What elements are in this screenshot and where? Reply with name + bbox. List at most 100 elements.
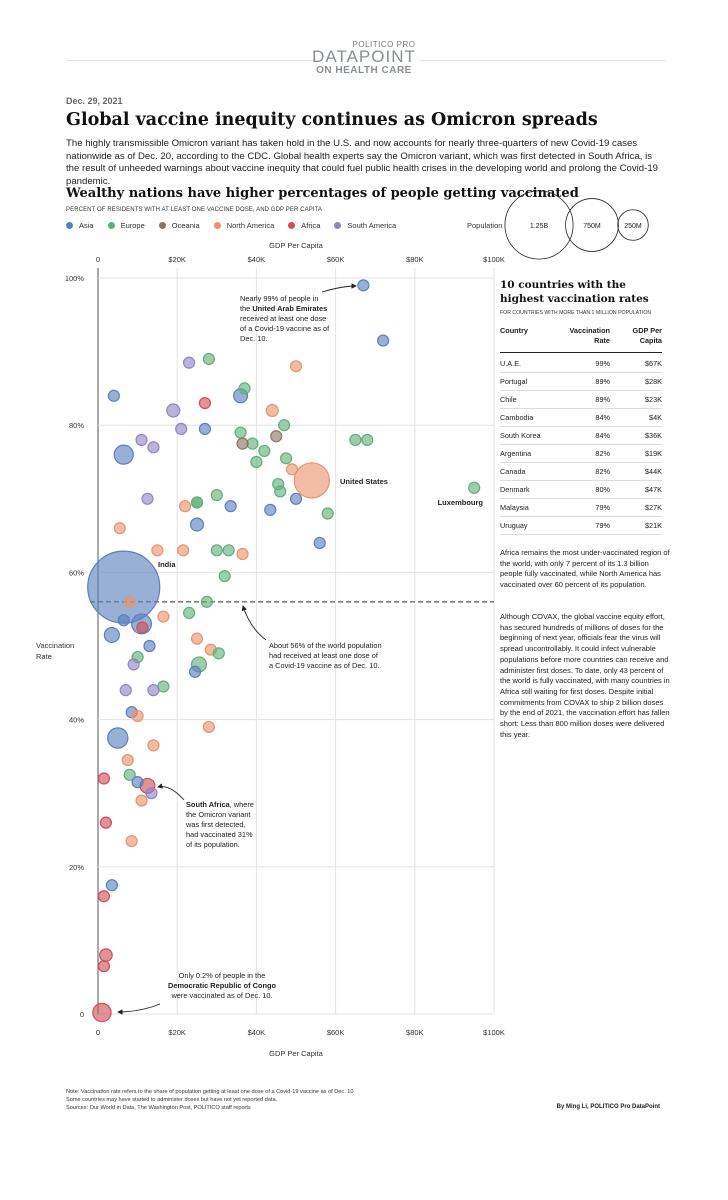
cell-gdp: $28K [610,372,662,391]
label-india: India [158,560,176,569]
annotation-line: of its population. [186,840,240,849]
header-rule-left [66,60,316,61]
cell-rate: 84% [558,426,610,445]
table-body: U.A.E. 99% $67K Portugal 89% $28K Chile 89% $23K… [500,352,662,535]
cell-country: Chile [500,390,558,409]
publish-date: Dec. 29, 2021 [66,96,123,106]
data-point-asia [143,639,156,653]
cell-gdp: $4K [610,408,662,427]
data-point-europe [250,455,263,469]
x-tick-label-bottom: $20K [168,1028,186,1037]
annotation-segment: the Omicron variant [186,810,251,819]
cell-country: Canada [500,462,558,481]
data-point-north-america [125,834,138,848]
annotation-line: had vaccinated 31% [186,830,253,839]
cell-rate: 80% [558,480,610,499]
data-point-africa [99,816,113,829]
y-axis-label: Rate [36,652,52,661]
data-point-europe [349,433,362,447]
annotation-segment: Nearly 99% of people in [240,294,318,303]
cell-rate: 82% [558,462,610,481]
annotation-segment: of its population. [186,840,240,849]
cell-country: Malaysia [500,498,558,517]
y-axis-label: Vaccination [36,641,74,650]
size-legend-label: 250M [624,223,642,230]
annotation-segment: of a Covid-19 vaccine as of [240,324,330,333]
data-point-south-america [182,356,196,369]
size-legend-label: 750M [583,223,601,230]
annotation-line: a Covid-19 vaccine as of Dec. 10. [269,661,380,670]
data-point-asia [117,614,130,627]
data-point-asia [313,536,326,550]
x-tick-label-top: $20K [168,255,186,264]
legend-item-south-america: South America [334,221,396,230]
legend-swatch [158,222,166,229]
legend-label: Africa [301,221,321,230]
annotation-line: the Omicron variant [186,810,251,819]
cell-rate: 82% [558,444,610,463]
cell-rate: 79% [558,516,610,535]
x-tick-label-bottom: 0 [96,1028,100,1037]
annotation-segment: had received at least one dose of [269,651,379,660]
cell-country: Uruguay [500,516,558,535]
data-point-asia [113,444,134,465]
cell-rate: 89% [558,390,610,409]
y-tick-label: 40% [69,716,84,725]
x-tick-label-top: $40K [248,255,266,264]
data-point-south-america [119,684,132,697]
sources-line: Sources: Our World in Data, The Washingt… [66,1105,251,1112]
legend-item-africa: Africa [288,221,320,230]
legend-swatch [213,222,221,229]
table-row: Canada 82% $44K [500,462,662,481]
data-point-south-america [141,492,154,505]
data-point-africa [99,948,113,962]
data-point-south-america [127,658,140,671]
annotation-line: Democratic Republic of Congo [168,981,276,990]
data-point-north-america [121,753,134,767]
data-point-north-america [293,462,331,499]
brand-top: POLITICO PRO [352,40,416,49]
cell-gdp: $21K [610,516,662,535]
annotation-segment: had vaccinated 31% [186,830,253,839]
annotation-line: was first detected, [185,820,246,829]
data-point-europe [258,444,271,458]
size-legend-label: 1.25B [530,223,549,230]
x-axis-label-top: GDP Per Capita [269,241,323,250]
data-point-europe [210,544,223,557]
brand-main: DATAPOINT [312,47,416,66]
data-point-north-america [265,403,279,418]
data-point-north-america [289,360,303,373]
legend-item-europe: Europe [107,221,145,230]
africa-paragraph: Africa remains the most under-vaccinated… [500,548,670,590]
data-point-north-america [179,500,192,513]
cell-country: Cambodia [500,408,558,427]
table-row: Argentina 82% $19K [500,444,662,463]
data-point-europe [222,544,235,557]
annotation-line: had received at least one dose of [269,651,379,660]
data-point-europe [278,419,291,432]
data-point-north-america [151,544,164,557]
data-point-europe [200,595,213,608]
cell-rate: 89% [558,372,610,391]
data-point-asia [107,727,129,749]
annotation-segment: was first detected, [185,820,246,829]
data-point-south-america [175,422,188,435]
data-point-north-america [123,595,136,608]
cell-rate: 84% [558,408,610,427]
annotation-line: South Africa, where [186,800,254,809]
x-tick-label-top: 0 [96,255,100,264]
cell-country: U.A.E. [500,352,558,373]
y-tick-label: 100% [65,274,85,283]
label-luxembourg: Luxembourg [438,498,484,507]
arrow-drc [117,1003,161,1015]
data-point-south-america [135,433,148,447]
data-point-asia [189,517,205,532]
data-point-north-america [113,522,126,535]
table-row: Uruguay 79% $21K [500,516,662,535]
data-point-asia [264,503,277,516]
table-row: Portugal 89% $28K [500,372,662,391]
x-tick-label-bottom: $80K [406,1028,424,1037]
data-point-south-america [147,441,160,454]
data-point-europe [238,382,251,395]
x-tick-label-bottom: $100K [483,1028,505,1037]
